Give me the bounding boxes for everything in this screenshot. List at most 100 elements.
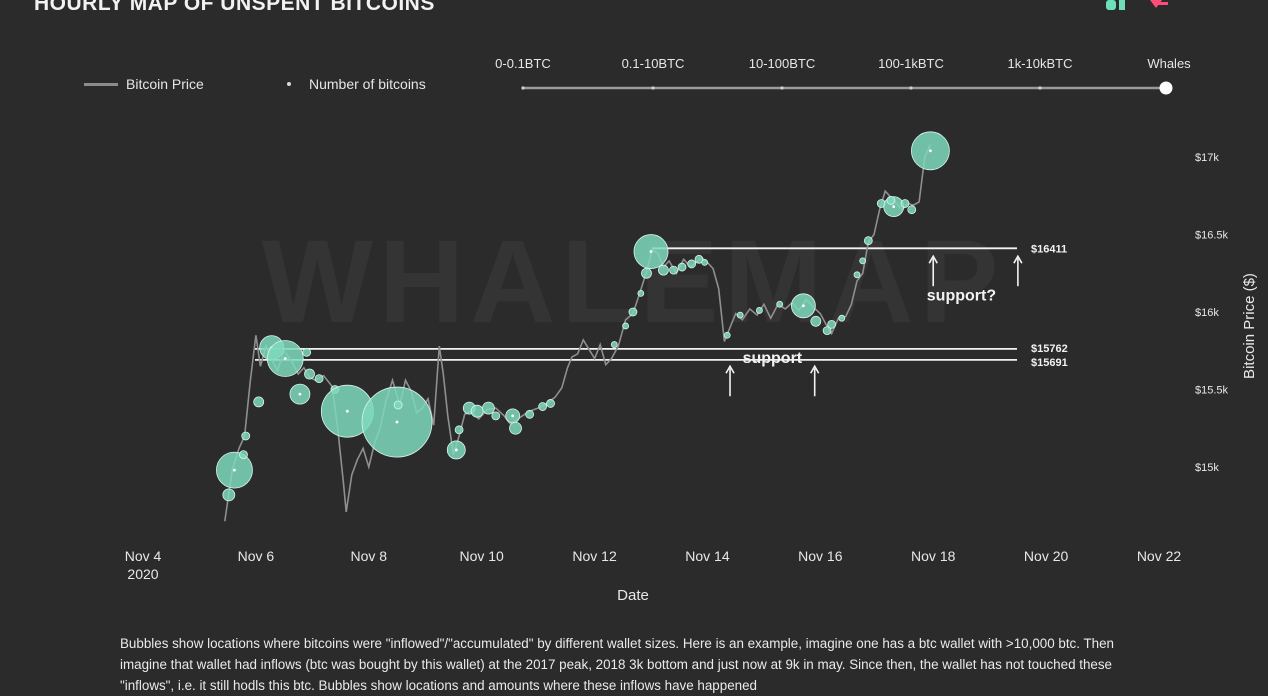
bubble (491, 411, 501, 421)
support-level-label: $16411 (1031, 243, 1067, 255)
bubble (239, 450, 248, 460)
bubble (900, 199, 910, 208)
support-arrow-head (928, 254, 938, 264)
page-title: HOURLY MAP OF UNSPENT BITCOINS (34, 0, 435, 15)
size-label-1: 0.1-10BTC (621, 56, 685, 71)
size-slider-tick-2 (780, 86, 784, 90)
support-arrow-head (725, 364, 735, 374)
bubble (677, 262, 687, 272)
bubble (622, 322, 629, 330)
bubble (525, 409, 535, 419)
legend-bubbles[interactable]: Number of bitcoins (287, 76, 426, 92)
bubble (669, 265, 678, 275)
bubble (853, 271, 861, 279)
bubble (637, 289, 645, 297)
y-tick-label: $16k (1195, 307, 1219, 319)
size-slider-tick-0 (521, 86, 525, 90)
bubble (482, 401, 495, 415)
x-tick-label: Nov 12 (572, 548, 617, 564)
x-tick-label: Nov 10 (459, 548, 504, 564)
x-axis-label: Date (617, 587, 649, 604)
bubble (701, 258, 709, 266)
price-line-swatch (84, 82, 118, 86)
bubble-center-dot (233, 468, 236, 472)
bubble-center-dot (283, 357, 287, 360)
x-tick-label: Nov 8 (350, 548, 387, 564)
x-tick-label: Nov 18 (911, 548, 956, 564)
size-label-3: 100-1kBTC (878, 56, 944, 71)
x-tick-label: Nov 4 (125, 548, 162, 564)
support-annotation: support? (927, 287, 996, 304)
y-tick-label: $15.5k (1195, 385, 1229, 397)
size-label-4: 1k-10kBTC (1007, 56, 1073, 71)
size-label-2: 10-100BTC (748, 56, 816, 71)
bubble-center-dot (298, 392, 302, 396)
x-tick-label: Nov 16 (798, 548, 843, 564)
bubble (687, 259, 697, 269)
bubble-center-dot (649, 250, 653, 253)
bubble (304, 368, 315, 380)
bubble (723, 331, 731, 339)
bubble (736, 311, 744, 319)
size-label-0: 0-0.1BTC (495, 56, 551, 71)
watermark: WHALEMAP (262, 216, 1005, 348)
bubble (810, 315, 822, 327)
bubble (314, 374, 324, 384)
logo-icon (1106, 0, 1168, 10)
x-tick-year: 2020 (127, 566, 158, 582)
y-tick-label: $16.5k (1195, 230, 1229, 242)
bubble-dot-swatch (287, 82, 291, 86)
support-arrow-head (809, 364, 820, 374)
bubble (253, 396, 265, 408)
bubble (776, 300, 784, 308)
support-level-label: $15691 (1031, 357, 1068, 369)
x-tick-label: Nov 22 (1137, 548, 1182, 564)
size-slider-tick-1 (651, 86, 655, 90)
bubble (658, 264, 669, 276)
x-tick-label: Nov 6 (238, 548, 275, 564)
bubble (641, 267, 652, 279)
support-annotation: support (743, 350, 803, 367)
bubble (509, 421, 522, 435)
x-tick-label: Nov 14 (685, 548, 730, 564)
bubble (454, 425, 464, 435)
bubble-center-dot (511, 414, 515, 418)
bubble (302, 347, 312, 357)
bubble (222, 488, 236, 502)
support-level-label: $15762 (1031, 343, 1068, 355)
bubble (863, 236, 873, 246)
bubble-center-dot (892, 205, 896, 209)
size-slider-tick-4 (1038, 86, 1042, 90)
legend-price-label: Bitcoin Price (126, 76, 204, 92)
bubble (859, 257, 867, 265)
size-slider-handle[interactable] (1159, 81, 1173, 95)
bubble (827, 319, 837, 329)
price-line (224, 144, 932, 522)
bubble-center-dot (802, 304, 805, 308)
bubble-center-dot (929, 149, 932, 153)
bubble (628, 307, 638, 317)
legend-price[interactable]: Bitcoin Price (84, 76, 204, 92)
y-axis-label: Bitcoin Price ($) (1241, 273, 1258, 379)
caption-text: Bubbles show locations where bitcoins we… (120, 636, 1114, 693)
size-label-5: Whales (1147, 56, 1191, 71)
bubble (822, 326, 832, 336)
size-slider-tick-3 (909, 86, 913, 90)
size-slider[interactable] (521, 81, 1173, 95)
bubble (886, 195, 896, 205)
legend-bubbles-label: Number of bitcoins (309, 76, 426, 92)
price-chart: WHALEMAP $16411 $15762 $15691 support suppo… (125, 81, 1258, 604)
bubble (470, 404, 484, 418)
bubble (241, 431, 251, 441)
bubble (538, 402, 548, 411)
bubble (907, 205, 917, 215)
bubble (393, 400, 403, 410)
support-arrow-head (1013, 254, 1023, 264)
y-tick-label: $15k (1195, 462, 1219, 474)
bubble-center-dot (395, 420, 399, 424)
x-tick-label: Nov 20 (1024, 548, 1069, 564)
bubble (546, 399, 555, 408)
y-tick-label: $17k (1195, 152, 1219, 164)
bubble (838, 314, 846, 322)
bubble-center-dot (454, 448, 458, 452)
